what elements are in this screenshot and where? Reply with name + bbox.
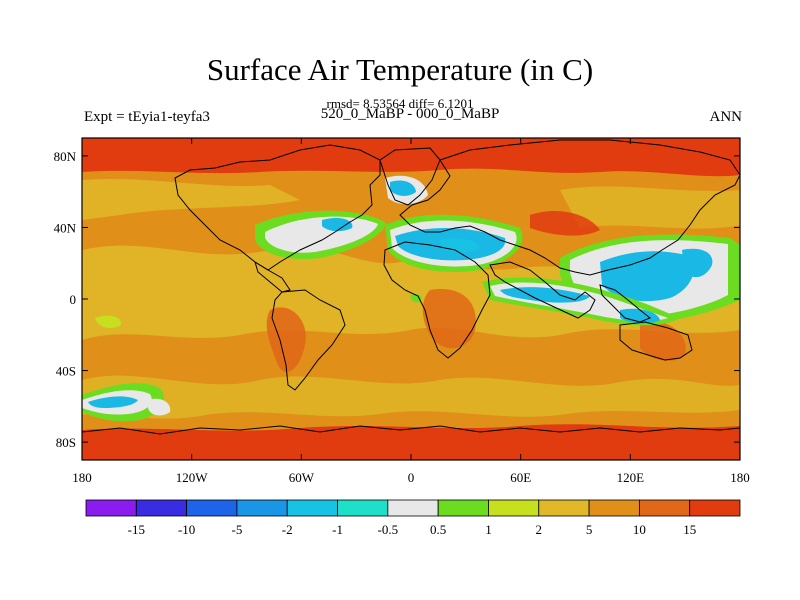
colorbar-label: 15 bbox=[683, 522, 696, 537]
lon-tick-label: 120E bbox=[617, 470, 645, 485]
lon-tick-label: 60W bbox=[289, 470, 315, 485]
cold-patch bbox=[88, 396, 138, 408]
lon-tick-label: 120W bbox=[176, 470, 209, 485]
figure-title: Surface Air Temperature (in C) bbox=[206, 52, 594, 87]
lon-tick-label: 60E bbox=[510, 470, 531, 485]
colorbar-swatch bbox=[236, 499, 288, 517]
field-patch bbox=[530, 210, 600, 236]
colorbar-label: -0.5 bbox=[378, 522, 399, 537]
coastline-south-america bbox=[271, 289, 346, 391]
colorbar-label: 0.5 bbox=[430, 522, 446, 537]
coastline-africa bbox=[383, 241, 491, 359]
colorbar-swatch bbox=[689, 499, 741, 517]
cold-patch bbox=[620, 308, 660, 324]
stats-label: rmsd= 8.53564 diff= 6.1201 bbox=[326, 96, 474, 111]
colorbar-swatch bbox=[638, 499, 691, 517]
cold-patch bbox=[148, 398, 171, 416]
lon-tick-label: 180 bbox=[72, 470, 92, 485]
colorbar-label: -5 bbox=[232, 522, 243, 537]
coastline-southeast-asia bbox=[599, 284, 651, 323]
lat-tick-label: 40S bbox=[56, 364, 76, 379]
colorbar-label: -2 bbox=[282, 522, 293, 537]
colorbar-label: -1 bbox=[332, 522, 343, 537]
colorbar-label: 1 bbox=[485, 522, 492, 537]
colorbar-swatch bbox=[286, 499, 338, 517]
cold-patch bbox=[390, 180, 416, 196]
lat-tick-label: 0 bbox=[70, 292, 77, 307]
season-label: ANN bbox=[709, 109, 743, 125]
colorbar-swatch bbox=[538, 499, 590, 517]
colorbar: -15 -10 -5 -2 -1 -0.5 0.5 1 2 5 10 15 bbox=[85, 499, 741, 537]
colorbar-swatch bbox=[85, 499, 137, 517]
map-panel bbox=[82, 138, 740, 460]
coastline-greenland bbox=[379, 147, 441, 206]
latitude-axis: 80N 40N 0 40S 80S bbox=[54, 149, 740, 450]
colorbar-label: 2 bbox=[536, 522, 543, 537]
lat-tick-label: 40N bbox=[54, 220, 77, 235]
field-band bbox=[82, 178, 300, 220]
colorbar-swatch bbox=[135, 499, 188, 517]
field-patch bbox=[422, 289, 476, 349]
period-difference-label: 520_0_MaBP - 000_0_MaBP bbox=[320, 106, 500, 122]
polar-south bbox=[82, 424, 740, 460]
cold-patch bbox=[95, 315, 121, 328]
colorbar-swatch bbox=[437, 499, 489, 517]
cold-patch bbox=[682, 248, 713, 278]
cold-patch bbox=[322, 217, 353, 232]
lon-tick-label: 0 bbox=[408, 470, 415, 485]
cold-patch bbox=[600, 251, 694, 302]
coastline-central-america bbox=[254, 260, 291, 293]
lon-tick-label: 180 bbox=[730, 470, 750, 485]
longitude-axis: 180 120W 60W 0 60E 120E 180 bbox=[72, 138, 750, 485]
coastline-australia bbox=[619, 321, 693, 361]
lat-tick-label: 80N bbox=[54, 149, 77, 164]
colorbar-swatch bbox=[488, 499, 540, 517]
colorbar-label: -15 bbox=[128, 522, 145, 537]
lat-tick-label: 80S bbox=[56, 435, 76, 450]
field-patch bbox=[266, 307, 306, 373]
experiment-label: Expt = tEyia1-teyfa3 bbox=[84, 109, 210, 125]
polar-north bbox=[82, 138, 740, 177]
coastlines bbox=[82, 139, 740, 435]
colorbar-label: 5 bbox=[586, 522, 593, 537]
colorbar-swatch bbox=[186, 499, 238, 517]
colorbar-swatch bbox=[588, 499, 640, 517]
field-band bbox=[82, 375, 740, 419]
coastline-antarctica bbox=[82, 425, 740, 435]
coastline-arabia-india bbox=[489, 261, 596, 319]
coastline-north-america bbox=[174, 144, 381, 271]
colorbar-label: 10 bbox=[633, 522, 646, 537]
coastline-eurasia bbox=[399, 139, 740, 276]
colorbar-swatch bbox=[387, 499, 439, 517]
colorbar-label: -10 bbox=[178, 522, 195, 537]
colorbar-swatch bbox=[337, 499, 389, 517]
